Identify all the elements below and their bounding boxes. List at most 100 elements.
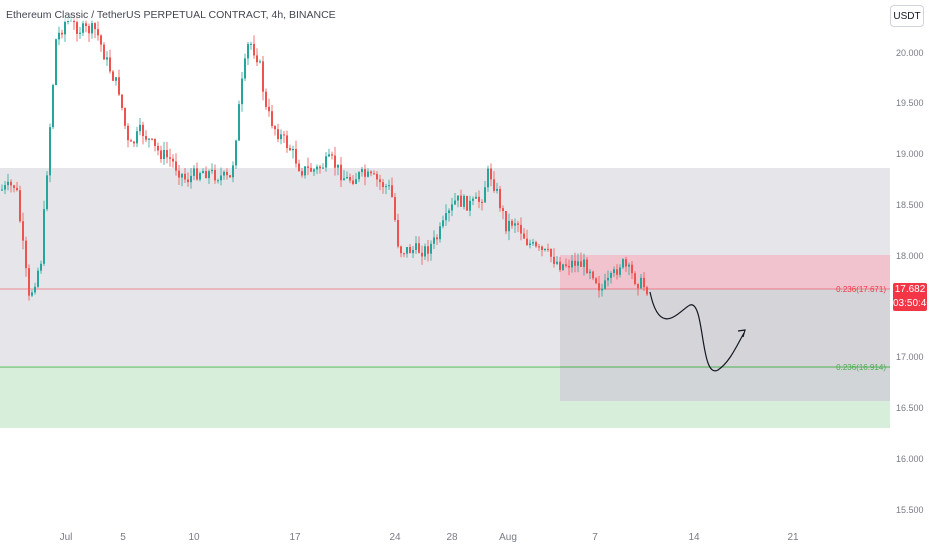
candle-body: [526, 238, 528, 246]
candle-body: [496, 188, 498, 191]
candle-body: [274, 126, 276, 130]
candle-body: [64, 21, 66, 35]
candle-body: [493, 179, 495, 191]
upper-fib-label: 0.236(17.671): [836, 285, 886, 294]
candle-body: [310, 167, 312, 172]
candle-body: [163, 150, 165, 160]
candle-body: [370, 171, 372, 174]
candle-body: [127, 125, 129, 141]
candle-body: [103, 44, 105, 60]
candle-body: [430, 243, 432, 254]
candle-body: [481, 201, 483, 203]
lower-fib-label: 0.236(16.914): [836, 363, 886, 372]
candle-body: [352, 180, 354, 184]
candle-body: [145, 136, 147, 140]
candle-body: [646, 287, 648, 295]
candle-body: [511, 220, 513, 226]
price-tick: 18.000: [896, 251, 924, 261]
candle-body: [196, 168, 198, 180]
candle-body: [436, 237, 438, 240]
candle-body: [325, 156, 327, 168]
time-axis: Jul 5 10 17 24 28 Aug 7 14 21: [60, 532, 799, 543]
candle-body: [544, 248, 546, 251]
candle-body: [76, 22, 78, 34]
candle-body: [91, 23, 93, 34]
candle-body: [43, 209, 45, 264]
candle-body: [592, 271, 594, 279]
price-tick: 15.500: [896, 505, 924, 515]
candle-body: [622, 259, 624, 268]
candle-body: [505, 210, 507, 232]
candle-body: [616, 269, 618, 275]
candle-body: [193, 168, 195, 176]
candle-body: [373, 173, 375, 175]
candle-body: [292, 148, 294, 151]
candle-body: [460, 195, 462, 207]
candle-body: [385, 186, 387, 188]
candle-body: [283, 134, 285, 136]
candle-body: [313, 169, 315, 172]
time-tick: 5: [120, 532, 126, 543]
candle-body: [109, 57, 111, 72]
projection-arrowhead: [737, 329, 746, 338]
candle-body: [628, 264, 630, 267]
currency-button[interactable]: USDT: [890, 5, 924, 27]
candle-body: [205, 171, 207, 179]
candle-body: [37, 270, 39, 287]
candle-body: [547, 248, 549, 250]
symbol-title: Ethereum Classic / TetherUS PERPETUAL CO…: [6, 9, 336, 21]
candle-body: [25, 240, 27, 269]
candle-body: [406, 246, 408, 254]
candle-body: [241, 78, 243, 105]
candle-body: [484, 187, 486, 203]
candle-body: [586, 259, 588, 274]
candle-body: [502, 208, 504, 211]
candle-body: [589, 271, 591, 274]
candle-body: [349, 177, 351, 181]
candle-body: [490, 168, 492, 180]
candle-body: [559, 261, 561, 270]
time-tick: 10: [188, 532, 200, 543]
candle-body: [19, 190, 21, 222]
candle-body: [355, 179, 357, 184]
candle-body: [607, 277, 609, 281]
candle-body: [643, 277, 645, 288]
time-tick: 28: [446, 532, 458, 543]
price-tick: 20.000: [896, 48, 924, 58]
candle-body: [22, 221, 24, 241]
candle-body: [577, 261, 579, 266]
candle-body: [295, 148, 297, 164]
time-tick: Jul: [60, 532, 73, 543]
candle-body: [235, 140, 237, 166]
candle-body: [154, 138, 156, 146]
candle-body: [139, 124, 141, 132]
candle-body: [244, 58, 246, 79]
candle-body: [202, 171, 204, 174]
price-tick: 19.000: [896, 149, 924, 159]
candle-body: [136, 131, 138, 144]
candle-body: [277, 129, 279, 140]
candle-body: [268, 106, 270, 112]
candle-body: [562, 264, 564, 270]
candle-body: [160, 150, 162, 160]
candle-body: [142, 124, 144, 137]
candle-body: [421, 252, 423, 257]
candle-body: [49, 127, 51, 176]
candle-body: [334, 155, 336, 168]
candle-body: [232, 165, 234, 178]
candle-body: [388, 185, 390, 187]
candle-body: [523, 233, 525, 239]
candle-body: [190, 175, 192, 183]
candle-body: [199, 173, 201, 180]
candle-body: [487, 168, 489, 188]
candle-body: [130, 140, 132, 142]
candle-body: [226, 171, 228, 176]
candle-body: [148, 138, 150, 140]
candle-body: [259, 61, 261, 63]
candle-body: [166, 150, 168, 158]
candle-body: [316, 166, 318, 170]
candle-body: [619, 267, 621, 275]
candle-body: [151, 138, 153, 140]
